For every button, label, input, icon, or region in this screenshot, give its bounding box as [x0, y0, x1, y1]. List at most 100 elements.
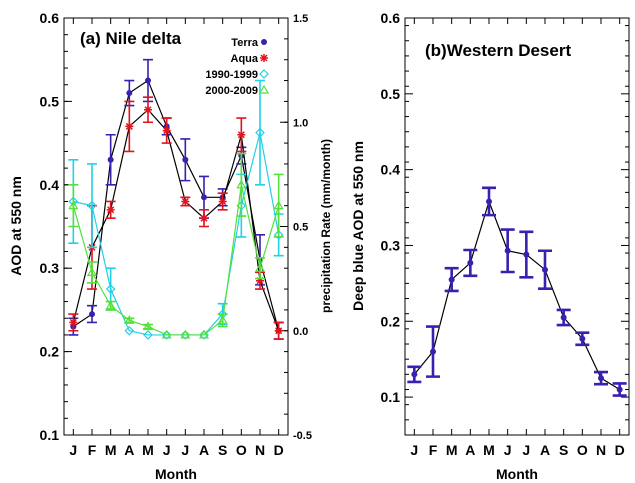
- data-point: [162, 126, 171, 135]
- data-point: [144, 105, 152, 114]
- legend-label: Aqua: [231, 53, 259, 65]
- data-point: [68, 200, 79, 210]
- data-point: [237, 130, 246, 139]
- x-tick-label: J: [181, 442, 189, 458]
- y2-tick-label: 1.5: [293, 13, 308, 25]
- x-tick-label: M: [483, 442, 495, 458]
- plot-frame-western-desert: [404, 17, 630, 436]
- legend-marker: [258, 84, 270, 94]
- y-tick-label: 0.4: [381, 162, 401, 178]
- x-tick-label: J: [163, 442, 171, 458]
- error-bar: [87, 163, 97, 249]
- data-point: [218, 197, 227, 206]
- error-bar: [255, 79, 265, 186]
- data-point: [124, 325, 135, 336]
- data-point: [89, 311, 95, 318]
- y-tick-label: 0.3: [381, 237, 401, 253]
- data-point: [145, 77, 151, 84]
- legend-label: 2000-2009: [205, 85, 258, 97]
- x-tick-label: S: [218, 442, 227, 458]
- x-tick-label: S: [559, 442, 568, 458]
- data-point: [126, 90, 133, 97]
- data-marks-nile-delta: [68, 58, 284, 340]
- error-bar: [68, 184, 79, 228]
- axes-nile-delta: J F M A M J J A S O N D0.10.20.30.40.50.6-0.50.00.5…: [40, 10, 312, 458]
- x-tick-label: M: [105, 442, 117, 458]
- x-axis-label-nile-delta: Month: [155, 466, 197, 482]
- x-tick-label: A: [540, 442, 550, 458]
- x-tick-label: N: [596, 442, 606, 458]
- x-tick-label: D: [615, 442, 625, 458]
- y-tick-label: 0.6: [40, 10, 60, 26]
- data-point: [504, 247, 511, 254]
- y-tick-label: 0.1: [40, 427, 60, 443]
- data-point: [200, 214, 208, 223]
- x-tick-label: O: [577, 442, 588, 458]
- data-point: [616, 386, 623, 393]
- data-point: [467, 259, 474, 266]
- y2-tick-label: -0.5: [293, 430, 312, 442]
- data-point: [486, 198, 492, 205]
- data-point: [161, 329, 172, 339]
- data-point: [448, 276, 455, 283]
- data-point: [142, 321, 154, 331]
- data-point: [124, 315, 135, 324]
- y-tick-label: 0.4: [40, 177, 60, 193]
- x-tick-label: A: [199, 442, 209, 458]
- data-point: [256, 276, 264, 285]
- y-axis-label-nile-delta: AOD at 550 nm: [8, 176, 24, 276]
- error-bar: [255, 256, 265, 280]
- data-point: [411, 371, 418, 378]
- axes-western-desert: J F M A M J J A S O N D0.10.20.30.40.50.6: [381, 10, 629, 458]
- x-tick-label: J: [69, 442, 77, 458]
- data-point: [273, 229, 284, 240]
- data-point: [106, 205, 115, 214]
- legend-marker: [260, 54, 268, 62]
- data-point: [198, 329, 210, 339]
- data-marks-western-desert: [407, 186, 627, 397]
- data-point: [86, 267, 98, 276]
- panel-nile-delta: (a) Nile delta Month AOD at 550 nm preci…: [8, 10, 333, 482]
- data-point: [598, 375, 604, 382]
- chart-title-nile-delta: (a) Nile delta: [80, 29, 182, 48]
- panel-western-desert: (b)Western Desert Month Deep blue AOD at…: [350, 10, 630, 482]
- data-point: [105, 284, 116, 294]
- x-tick-label: F: [429, 442, 438, 458]
- series-line: [72, 108, 280, 331]
- data-point: [143, 330, 153, 340]
- data-point: [87, 200, 97, 211]
- data-point: [182, 156, 189, 163]
- y2-tick-label: 0.0: [293, 326, 308, 338]
- error-bar: [273, 173, 284, 238]
- data-point: [107, 156, 114, 163]
- y-tick-label: 0.1: [381, 389, 401, 405]
- x-tick-label: N: [255, 442, 265, 458]
- data-point: [181, 197, 190, 206]
- y-tick-label: 0.3: [40, 260, 60, 276]
- legend: Terra Aqua 1990-1999 2000-2009: [205, 37, 270, 97]
- data-point: [254, 262, 266, 272]
- data-point: [273, 200, 284, 210]
- legend-marker: [259, 69, 269, 79]
- x-tick-label: J: [522, 442, 530, 458]
- x-tick-label: M: [446, 442, 458, 458]
- error-bar: [236, 152, 247, 217]
- chart-title-western-desert: (b)Western Desert: [425, 41, 571, 60]
- data-point: [274, 326, 283, 335]
- y-tick-label: 0.5: [40, 93, 60, 109]
- data-point: [236, 179, 247, 189]
- data-point: [430, 348, 436, 355]
- legend-label: 1990-1999: [205, 69, 258, 81]
- x-tick-label: A: [124, 442, 134, 458]
- x-tick-label: F: [88, 442, 97, 458]
- x-axis-label-western-desert: Month: [496, 466, 538, 482]
- x-tick-label: A: [465, 442, 475, 458]
- series-line: [413, 199, 620, 391]
- series-line: [72, 184, 280, 336]
- x-tick-label: J: [410, 442, 418, 458]
- data-point: [579, 335, 586, 342]
- data-point: [180, 330, 191, 340]
- x-tick-label: J: [504, 442, 512, 458]
- y-axis-label-western-desert: Deep blue AOD at 550 nm: [350, 141, 366, 311]
- data-point: [201, 194, 207, 201]
